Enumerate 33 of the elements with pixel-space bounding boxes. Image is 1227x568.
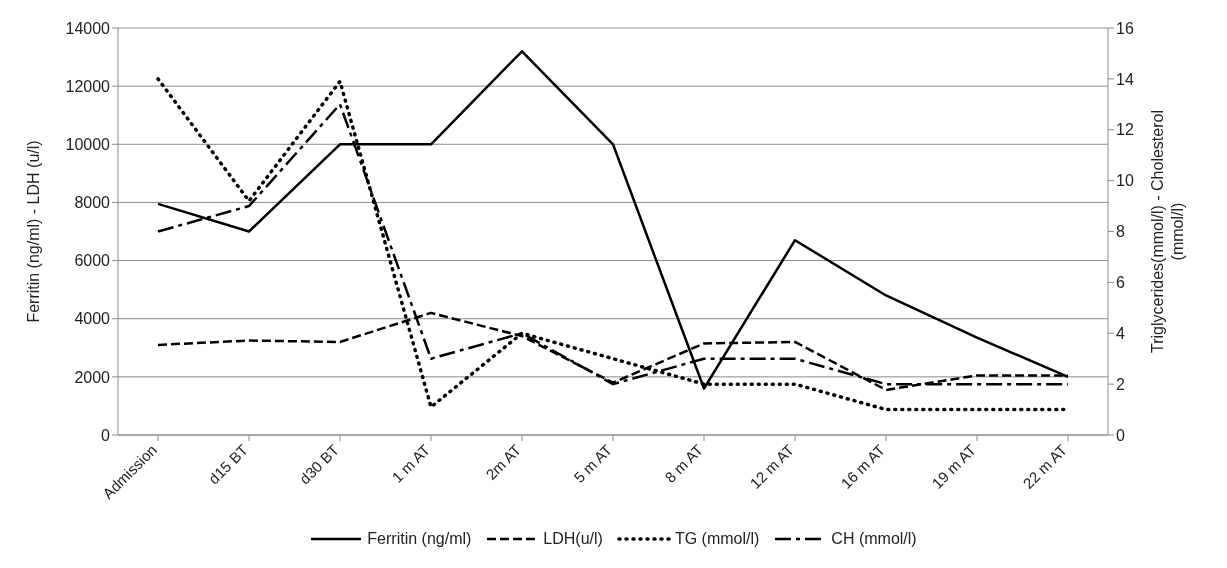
x-tick-label: d30 BT bbox=[295, 441, 343, 488]
x-tick-label: 2m AT bbox=[482, 441, 525, 483]
y-tick-label: 6000 bbox=[74, 252, 111, 270]
y-axis-title: Ferritin (ng/ml) - LDH (u/l) bbox=[24, 140, 42, 323]
legend-label: Ferritin (ng/ml) bbox=[366, 530, 472, 548]
y-tick-label: 8000 bbox=[74, 194, 111, 212]
legend-label: TG (mmol/l) bbox=[673, 530, 760, 548]
x-tick-label: 19 m AT bbox=[928, 441, 980, 492]
y-tick-label: 2000 bbox=[74, 368, 111, 386]
y2-tick-label: 14 bbox=[1116, 70, 1134, 88]
y2-axis-title: Triglycerides(mmol/l) - Cholesterol (mmol/l) bbox=[1149, 109, 1186, 354]
x-tick-label: 8 m AT bbox=[661, 441, 707, 486]
legend-label: LDH(u/l) bbox=[542, 530, 603, 548]
y-tick-label: 4000 bbox=[74, 310, 111, 328]
x-tick-label: d15 BT bbox=[204, 441, 252, 488]
y-tick-label: 0 bbox=[101, 426, 111, 444]
y2-tick-label: 6 bbox=[1116, 274, 1125, 292]
legend-label: CH (mmol/l) bbox=[830, 530, 917, 548]
y2-tick-label: 16 bbox=[1116, 19, 1134, 37]
y2-tick-label: 0 bbox=[1116, 426, 1125, 444]
y2-tick-label: 2 bbox=[1116, 375, 1125, 393]
y-tick-label: 14000 bbox=[65, 19, 111, 37]
y2-tick-label: 10 bbox=[1116, 172, 1134, 190]
x-tick-label: 16 m AT bbox=[837, 441, 889, 492]
y2-tick-label: 4 bbox=[1116, 324, 1125, 342]
y-tick-label: 12000 bbox=[65, 77, 111, 95]
x-tick-label: 22 m AT bbox=[1019, 441, 1071, 492]
y2-tick-label: 12 bbox=[1116, 121, 1134, 139]
x-tick-label: 5 m AT bbox=[570, 441, 616, 486]
x-tick-label: 1 m AT bbox=[388, 441, 434, 486]
y2-tick-label: 8 bbox=[1116, 223, 1125, 241]
y-tick-label: 10000 bbox=[65, 135, 111, 153]
x-tick-label: 12 m AT bbox=[746, 441, 798, 492]
